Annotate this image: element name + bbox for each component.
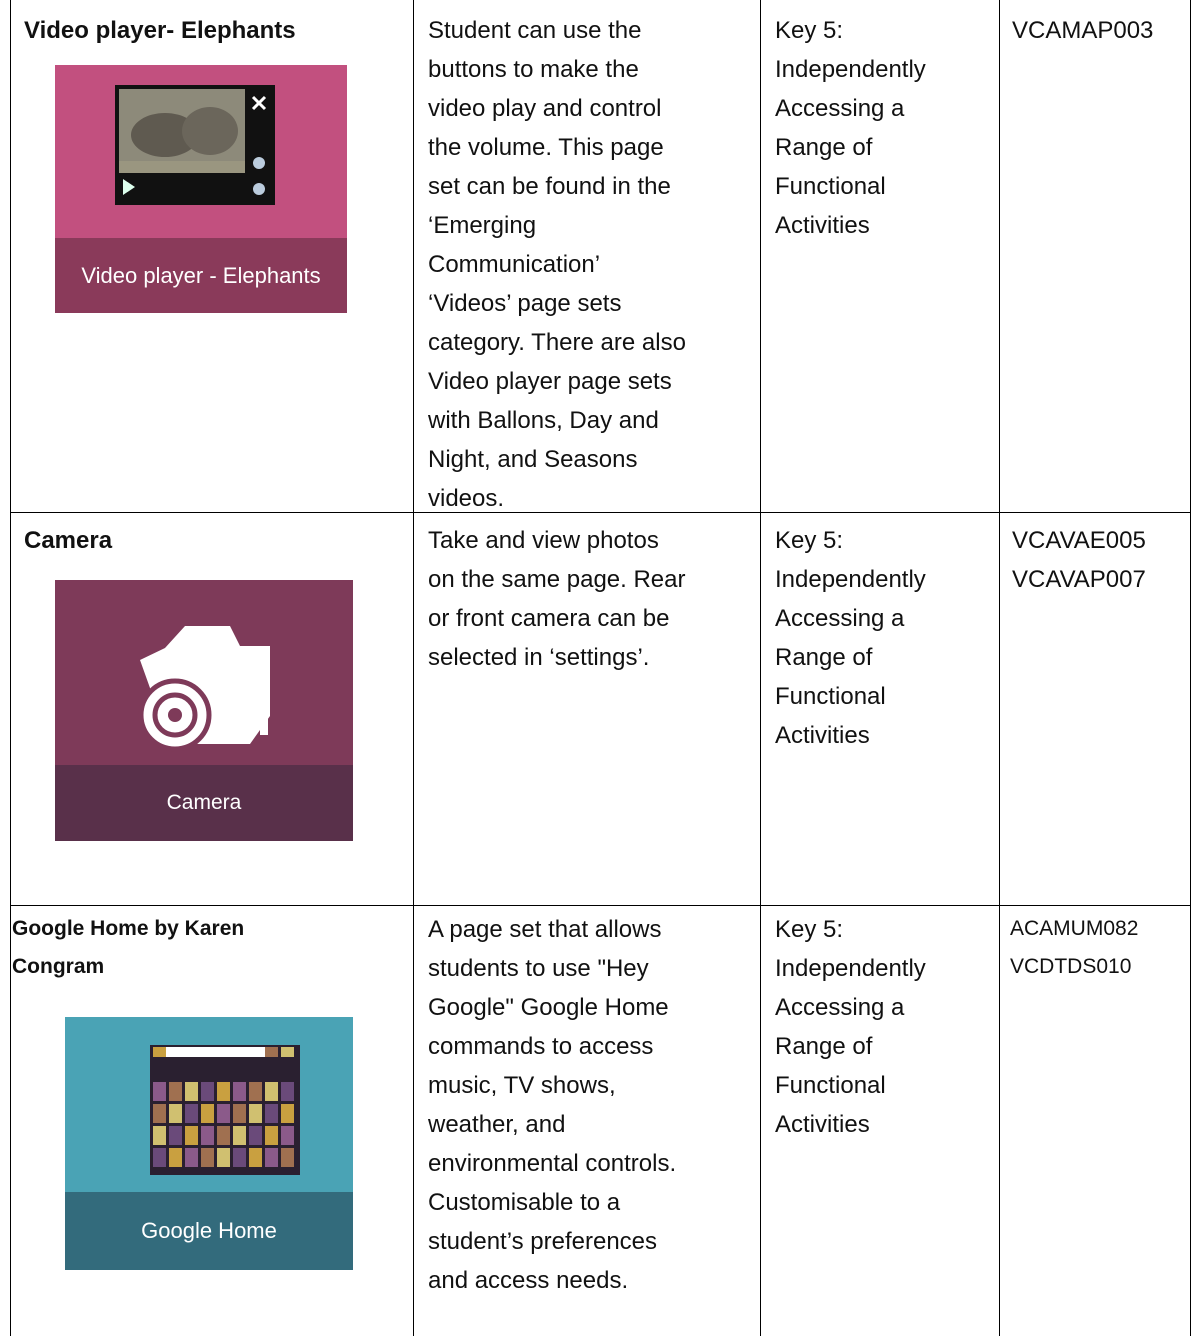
border (413, 0, 414, 1336)
key-line: Accessing a (775, 605, 905, 632)
row-title: Congram (12, 955, 105, 978)
description-line: selected in ‘settings’. (428, 644, 650, 671)
border (10, 0, 11, 1336)
key-line: Activities (775, 722, 870, 749)
key-line: Functional (775, 173, 886, 200)
key-line: Key 5: (775, 17, 844, 44)
description-line: Customisable to a (428, 1189, 621, 1216)
row-title: Camera (24, 527, 113, 554)
key-line: Range of (775, 644, 873, 671)
description-line: videos. (428, 485, 505, 512)
key-line: Key 5: (775, 916, 844, 943)
thumbnail: Camera (55, 580, 353, 841)
description-line: category. There are also (428, 329, 686, 356)
thumbnail-caption: Video player - Elephants (55, 238, 347, 313)
key-line: Key 5: (775, 527, 844, 554)
camera-icon (138, 626, 270, 752)
key-line: Independently (775, 566, 926, 593)
row-title: Video player- Elephants (24, 17, 296, 44)
description-line: Google" Google Home (428, 994, 669, 1021)
border (10, 905, 1191, 906)
border (10, 512, 1191, 513)
description-line: video play and control (428, 95, 662, 122)
row-title: Google Home by Karen (12, 917, 245, 940)
key-line: Accessing a (775, 994, 905, 1021)
thumbnail: Google Home (65, 1017, 353, 1270)
key-line: Independently (775, 955, 926, 982)
description-line: Video player page sets (428, 368, 672, 395)
description-line: Night, and Seasons (428, 446, 638, 473)
border (999, 0, 1000, 1336)
key-line: Functional (775, 683, 886, 710)
border (760, 0, 761, 1336)
description-line: weather, and (428, 1111, 566, 1138)
description-line: and access needs. (428, 1267, 629, 1294)
description-line: or front camera can be (428, 605, 670, 632)
description-line: Student can use the (428, 17, 642, 44)
key-line: Activities (775, 1111, 870, 1138)
description-line: music, TV shows, (428, 1072, 616, 1099)
border (1190, 0, 1191, 1336)
description-line: students to use "Hey (428, 955, 649, 982)
thumbnail-caption: Google Home (65, 1192, 353, 1270)
description-line: environmental controls. (428, 1150, 677, 1177)
description-line: with Ballons, Day and (428, 407, 659, 434)
curriculum-code: VCDTDS010 (1010, 955, 1132, 978)
description-line: ‘Emerging (428, 212, 537, 239)
description-line: student’s preferences (428, 1228, 658, 1255)
thumbnail: Video player - Elephants (55, 65, 347, 313)
key-line: Range of (775, 134, 873, 161)
description-line: Communication’ (428, 251, 601, 278)
description-line: Take and view photos (428, 527, 659, 554)
thumbnail-caption: Camera (55, 765, 353, 841)
description-line: buttons to make the (428, 56, 639, 83)
key-line: Accessing a (775, 95, 905, 122)
description-line: set can be found in the (428, 173, 671, 200)
description-line: the volume. This page (428, 134, 664, 161)
curriculum-code: ACAMUM082 (1010, 917, 1139, 940)
description-line: commands to access (428, 1033, 654, 1060)
curriculum-code: VCAVAE005 (1012, 527, 1146, 554)
key-line: Independently (775, 56, 926, 83)
description-line: A page set that allows (428, 916, 662, 943)
curriculum-code: VCAVAP007 (1012, 566, 1146, 593)
grid-icon (150, 1045, 300, 1175)
description-line: ‘Videos’ page sets (428, 290, 622, 317)
video-icon (115, 85, 275, 205)
description-line: on the same page. Rear (428, 566, 686, 593)
curriculum-code: VCAMAP003 (1012, 17, 1154, 44)
key-line: Range of (775, 1033, 873, 1060)
key-line: Activities (775, 212, 870, 239)
key-line: Functional (775, 1072, 886, 1099)
